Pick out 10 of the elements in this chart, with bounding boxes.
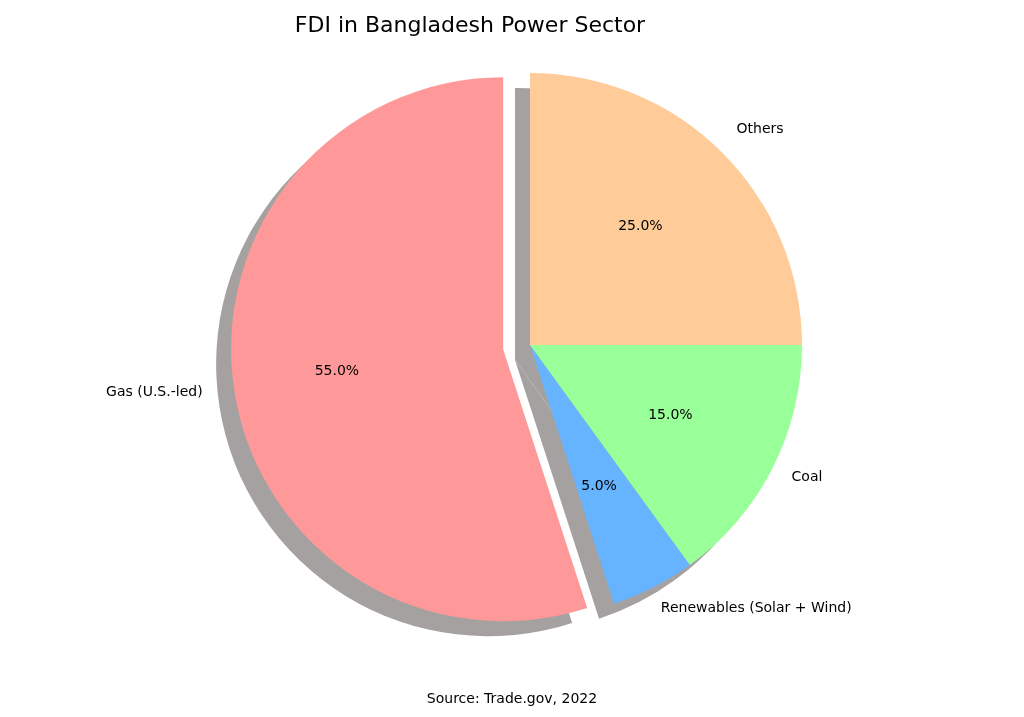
- chart-title: FDI in Bangladesh Power Sector: [293, 11, 647, 39]
- source-note: Source: Trade.gov, 2022: [425, 689, 599, 708]
- slice-label: Coal: [791, 467, 823, 484]
- slice-label: Renewables (Solar + Wind): [660, 598, 852, 615]
- data-label: 25.0%: [618, 216, 663, 233]
- data-label: 55.0%: [314, 361, 360, 378]
- slice-label: Others: [736, 120, 784, 137]
- slice-label: Gas (U.S.-led): [106, 383, 203, 400]
- data-label: 5.0%: [581, 477, 617, 494]
- data-label: 15.0%: [648, 406, 693, 423]
